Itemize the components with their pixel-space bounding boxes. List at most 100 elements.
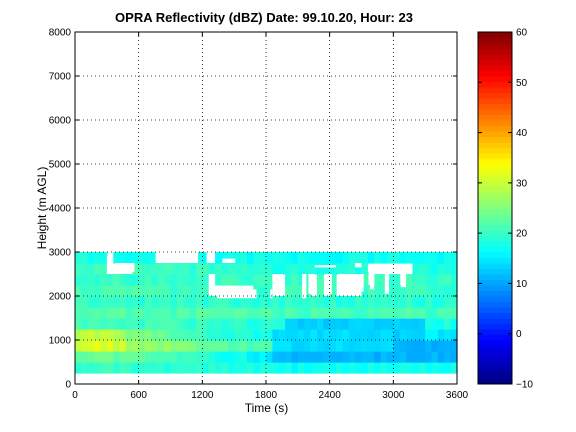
reflectivity-cell [285,362,293,374]
reflectivity-cell [132,296,140,308]
reflectivity-cell [208,340,216,352]
x-tick-label: 0 [72,390,78,401]
reflectivity-cell [291,329,299,341]
reflectivity-cell [323,340,331,352]
reflectivity-cell [374,285,382,297]
reflectivity-cell [386,296,394,308]
reflectivity-cell [406,285,414,297]
reflectivity-cell [431,329,439,341]
reflectivity-cell [81,263,89,275]
x-tick-label: 600 [130,390,147,401]
reflectivity-cell [291,340,299,352]
reflectivity-cell [189,329,197,341]
reflectivity-cell [170,263,178,275]
colorbar-step [478,43,512,49]
reflectivity-cell [431,340,439,352]
reflectivity-cell [81,362,89,374]
reflectivity-cell [437,340,445,352]
reflectivity-cell [342,296,350,308]
reflectivity-cell [316,340,324,352]
reflectivity-cell [240,263,248,275]
reflectivity-cell [195,296,203,308]
reflectivity-cell [259,285,267,297]
reflectivity-cell [145,307,152,319]
echo-gap [400,274,407,288]
colorbar-step [478,37,512,44]
reflectivity-cell [418,351,426,363]
reflectivity-cell [348,318,356,330]
reflectivity-cell [355,252,363,264]
reflectivity-cell [253,307,261,319]
reflectivity-cell [125,274,133,286]
reflectivity-cell [297,329,305,341]
reflectivity-cell [386,274,394,286]
reflectivity-cell [316,285,324,297]
reflectivity-cell [138,340,146,352]
reflectivity-cell [87,252,95,264]
reflectivity-cell [183,285,191,297]
reflectivity-cell [132,318,140,330]
reflectivity-cell [170,274,178,286]
reflectivity-cell [329,274,337,286]
reflectivity-cell [418,252,426,264]
reflectivity-cell [113,318,121,330]
reflectivity-cell [323,263,331,275]
reflectivity-cell [253,285,261,297]
reflectivity-cell [119,362,127,374]
reflectivity-cell [176,329,184,341]
echo-gap [355,263,362,268]
reflectivity-cell [380,340,388,352]
reflectivity-cell [145,252,152,264]
reflectivity-cell [444,296,452,308]
reflectivity-cell [393,285,401,297]
reflectivity-cell [361,340,369,352]
reflectivity-cell [291,307,299,319]
reflectivity-cell [246,263,254,275]
reflectivity-cell [157,351,165,363]
colorbar-step [478,120,512,126]
reflectivity-cell [418,329,426,341]
echo-gap [106,256,114,274]
reflectivity-cell [304,307,312,319]
reflectivity-cell [304,318,312,330]
colorbar-step [478,125,512,132]
reflectivity-cell [393,274,401,286]
reflectivity-cell [221,252,229,264]
reflectivity-cell [297,263,305,275]
reflectivity-cell [348,307,356,319]
grid [75,32,457,384]
reflectivity-cell [406,340,414,352]
reflectivity-cell [278,351,286,363]
reflectivity-cell [266,318,273,330]
reflectivity-cell [374,252,382,264]
reflectivity-cell [425,318,433,330]
reflectivity-cell [304,351,312,363]
colorbar-step [478,103,512,110]
reflectivity-cell [94,307,102,319]
reflectivity-cell [113,252,121,264]
colorbar-step [478,230,512,236]
reflectivity-cell [208,263,216,275]
reflectivity-cell [437,318,445,330]
reflectivity-cell [386,252,394,264]
reflectivity-cell [202,307,210,319]
reflectivity-cell [113,351,121,363]
reflectivity-cell [227,274,235,286]
colorbar-step [478,180,512,187]
reflectivity-cell [444,329,452,341]
reflectivity-cell [87,307,95,319]
reflectivity-cell [425,307,433,319]
reflectivity-cell [94,329,102,341]
reflectivity-cell [285,274,293,286]
reflectivity-cell [215,252,223,264]
reflectivity-cell [393,329,401,341]
reflectivity-cell [285,329,293,341]
reflectivity-cell [259,307,267,319]
reflectivity-cell [266,307,273,319]
reflectivity-cell [386,285,394,297]
reflectivity-cell [437,307,445,319]
reflectivity-cell [444,263,452,275]
reflectivity-cell [431,285,439,297]
reflectivity-cell [75,351,82,363]
reflectivity-cell [393,252,401,264]
